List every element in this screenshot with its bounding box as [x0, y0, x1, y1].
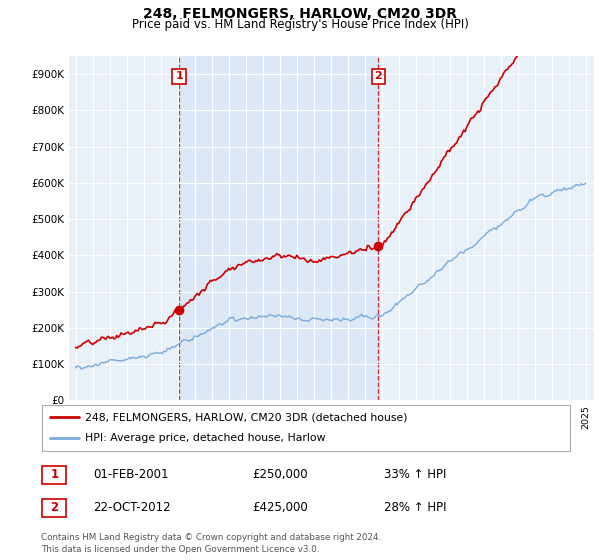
- Text: 22-OCT-2012: 22-OCT-2012: [93, 501, 170, 515]
- Text: HPI: Average price, detached house, Harlow: HPI: Average price, detached house, Harl…: [85, 433, 326, 444]
- Text: 33% ↑ HPI: 33% ↑ HPI: [384, 468, 446, 482]
- Text: £425,000: £425,000: [252, 501, 308, 515]
- FancyBboxPatch shape: [42, 405, 570, 451]
- Text: 248, FELMONGERS, HARLOW, CM20 3DR (detached house): 248, FELMONGERS, HARLOW, CM20 3DR (detac…: [85, 412, 408, 422]
- Text: 1: 1: [50, 468, 58, 482]
- Text: 2: 2: [50, 501, 58, 515]
- Text: 2: 2: [374, 72, 382, 82]
- Text: Contains HM Land Registry data © Crown copyright and database right 2024.
This d: Contains HM Land Registry data © Crown c…: [41, 533, 381, 554]
- Bar: [179, 56, 379, 400]
- Text: 01-FEB-2001: 01-FEB-2001: [93, 468, 169, 482]
- FancyBboxPatch shape: [42, 499, 67, 517]
- Text: 28% ↑ HPI: 28% ↑ HPI: [384, 501, 446, 515]
- Text: 248, FELMONGERS, HARLOW, CM20 3DR: 248, FELMONGERS, HARLOW, CM20 3DR: [143, 7, 457, 21]
- Text: 1: 1: [175, 72, 183, 82]
- Text: Price paid vs. HM Land Registry's House Price Index (HPI): Price paid vs. HM Land Registry's House …: [131, 18, 469, 31]
- FancyBboxPatch shape: [42, 466, 67, 484]
- Text: £250,000: £250,000: [252, 468, 308, 482]
